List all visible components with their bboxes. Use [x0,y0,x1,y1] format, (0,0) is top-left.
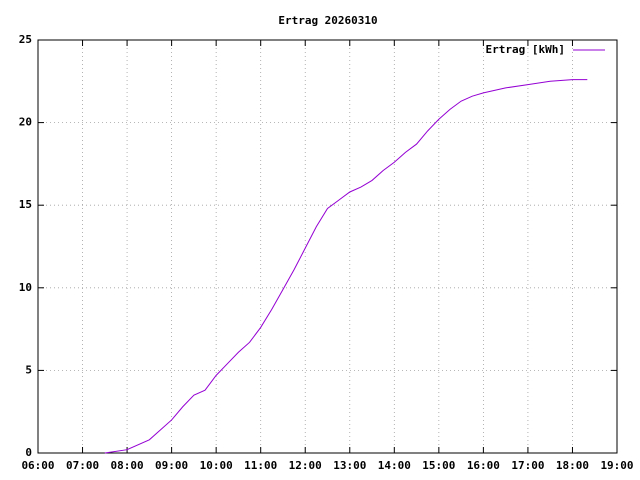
x-tick-label: 15:00 [422,459,455,472]
x-tick-label: 14:00 [378,459,411,472]
x-tick-label: 08:00 [111,459,144,472]
y-tick-label: 25 [19,33,32,46]
data-line [104,79,588,454]
x-tick-label: 09:00 [155,459,188,472]
x-tick-label: 10:00 [200,459,233,472]
x-tick-label: 18:00 [556,459,589,472]
y-tick-label: 0 [25,446,32,459]
legend-label: Ertrag [kWh] [486,43,565,56]
x-tick-label: 19:00 [600,459,633,472]
x-tick-label: 12:00 [289,459,322,472]
x-tick-label: 17:00 [511,459,544,472]
y-tick-label: 15 [19,198,32,211]
chart-title: Ertrag 20260310 [278,14,377,27]
x-tick-label: 16:00 [467,459,500,472]
y-tick-label: 5 [25,363,32,376]
x-tick-label: 11:00 [244,459,277,472]
y-tick-label: 20 [19,116,32,129]
x-tick-label: 07:00 [66,459,99,472]
plot-frame [37,39,618,454]
y-tick-label: 10 [19,281,32,294]
x-tick-label: 13:00 [333,459,366,472]
x-tick-label: 06:00 [21,459,54,472]
